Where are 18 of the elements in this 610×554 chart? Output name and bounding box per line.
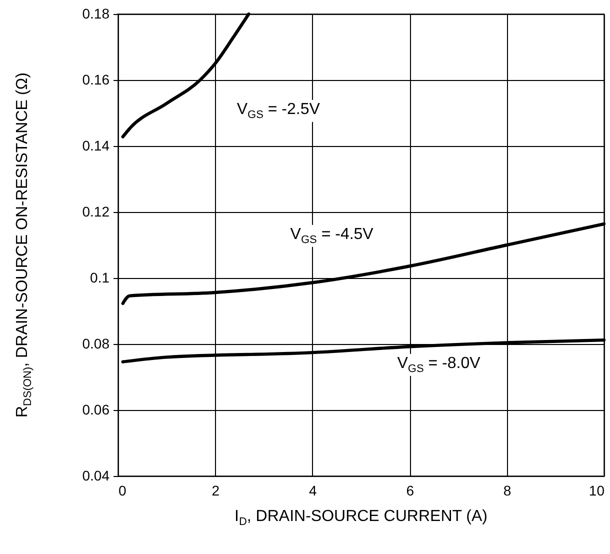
y-tick-label: 0.12	[82, 204, 110, 220]
x-tick-label: 2	[212, 482, 220, 498]
y-tick-label: 0.08	[82, 336, 110, 352]
y-tick-label: 0.16	[82, 72, 110, 88]
series-label: V$_{GS}$ = -4.5V	[288, 224, 376, 247]
y-tick-label: 0.1	[90, 270, 110, 286]
x-tick-label: 8	[503, 482, 512, 498]
y-tick-label: 0.18	[82, 6, 110, 22]
x-tick-label: 6	[406, 482, 414, 498]
y-tick-label: 0.14	[82, 138, 110, 154]
y-tick-label: 0.06	[82, 402, 110, 418]
x-tick-label: 0	[118, 482, 126, 498]
x-axis-title: I$_{D}$, DRAIN-SOURCE CURRENT (A)	[234, 508, 488, 528]
series-label: V$_{GS}$ = -8.0V	[395, 354, 482, 376]
y-tick-label: 0.04	[82, 468, 110, 484]
text: V$_{GS}$ = -2.5V	[234, 100, 322, 122]
x-tick-label: 10	[588, 482, 605, 498]
x-tick-label: 4	[309, 482, 317, 498]
